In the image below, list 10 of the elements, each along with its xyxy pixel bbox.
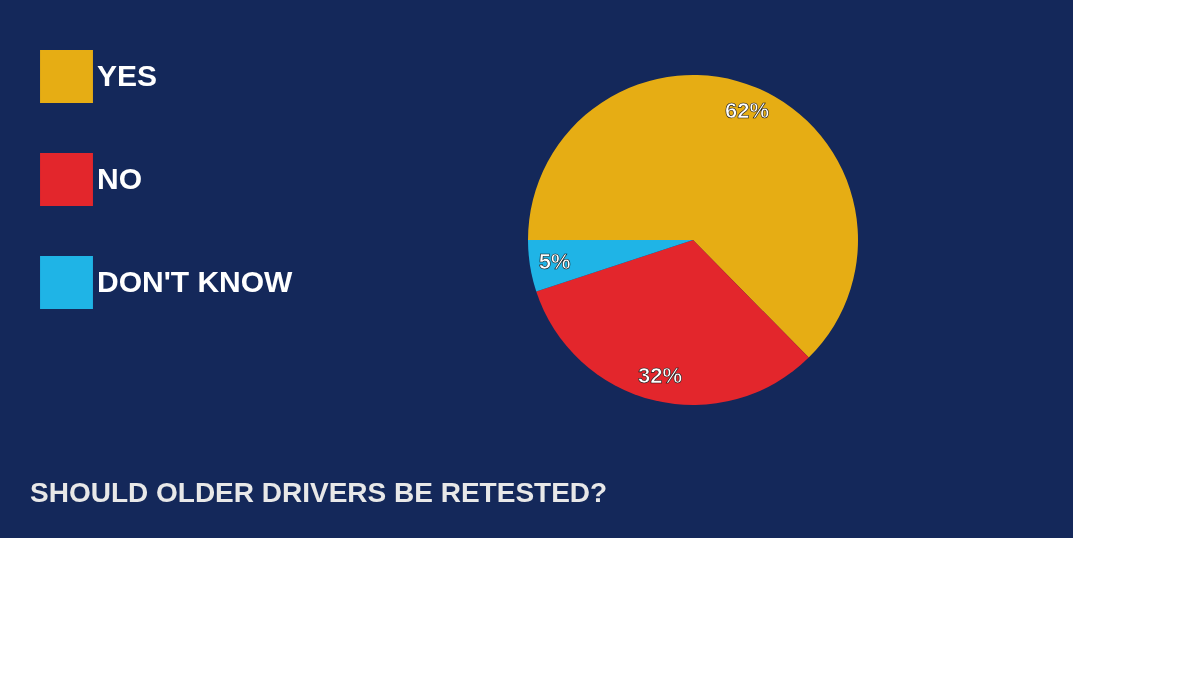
data-label: 5% — [538, 249, 571, 275]
legend-label: DON'T KNOW — [97, 264, 294, 298]
text: SHOULD OLDER DRIVERS BE RETESTED? — [30, 477, 608, 508]
pie-slice — [528, 75, 858, 358]
data-label: 62% — [725, 97, 770, 123]
legend-label: YES — [97, 58, 158, 92]
data-label: 32% — [637, 363, 683, 389]
pie-slice — [528, 240, 693, 292]
legend-label: NO — [97, 161, 142, 195]
pie-slice — [536, 240, 809, 405]
